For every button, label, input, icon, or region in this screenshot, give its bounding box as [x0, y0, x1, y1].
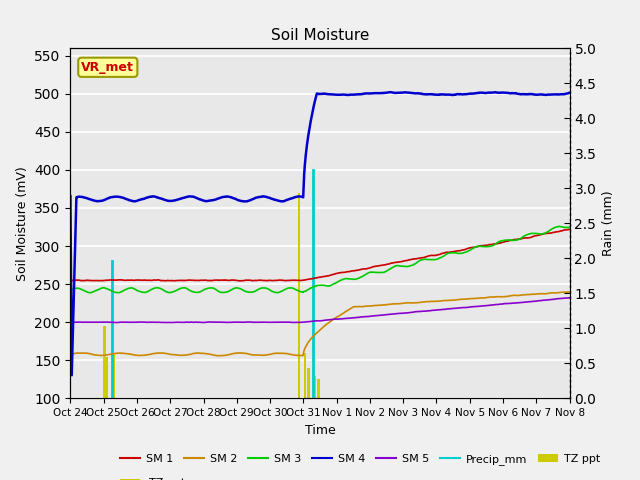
Bar: [307, 368, 310, 398]
Y-axis label: Soil Moisture (mV): Soil Moisture (mV): [16, 166, 29, 281]
Y-axis label: Rain (mm): Rain (mm): [602, 191, 615, 256]
X-axis label: Time: Time: [305, 424, 335, 437]
Bar: [314, 375, 316, 398]
Bar: [317, 379, 319, 398]
Text: VR_met: VR_met: [81, 61, 134, 74]
Bar: [304, 353, 306, 398]
Bar: [106, 357, 108, 398]
Bar: [298, 193, 300, 398]
Legend: TZ ppt: TZ ppt: [116, 474, 190, 480]
Title: Soil Moisture: Soil Moisture: [271, 28, 369, 43]
Bar: [113, 353, 115, 398]
Bar: [103, 326, 106, 398]
